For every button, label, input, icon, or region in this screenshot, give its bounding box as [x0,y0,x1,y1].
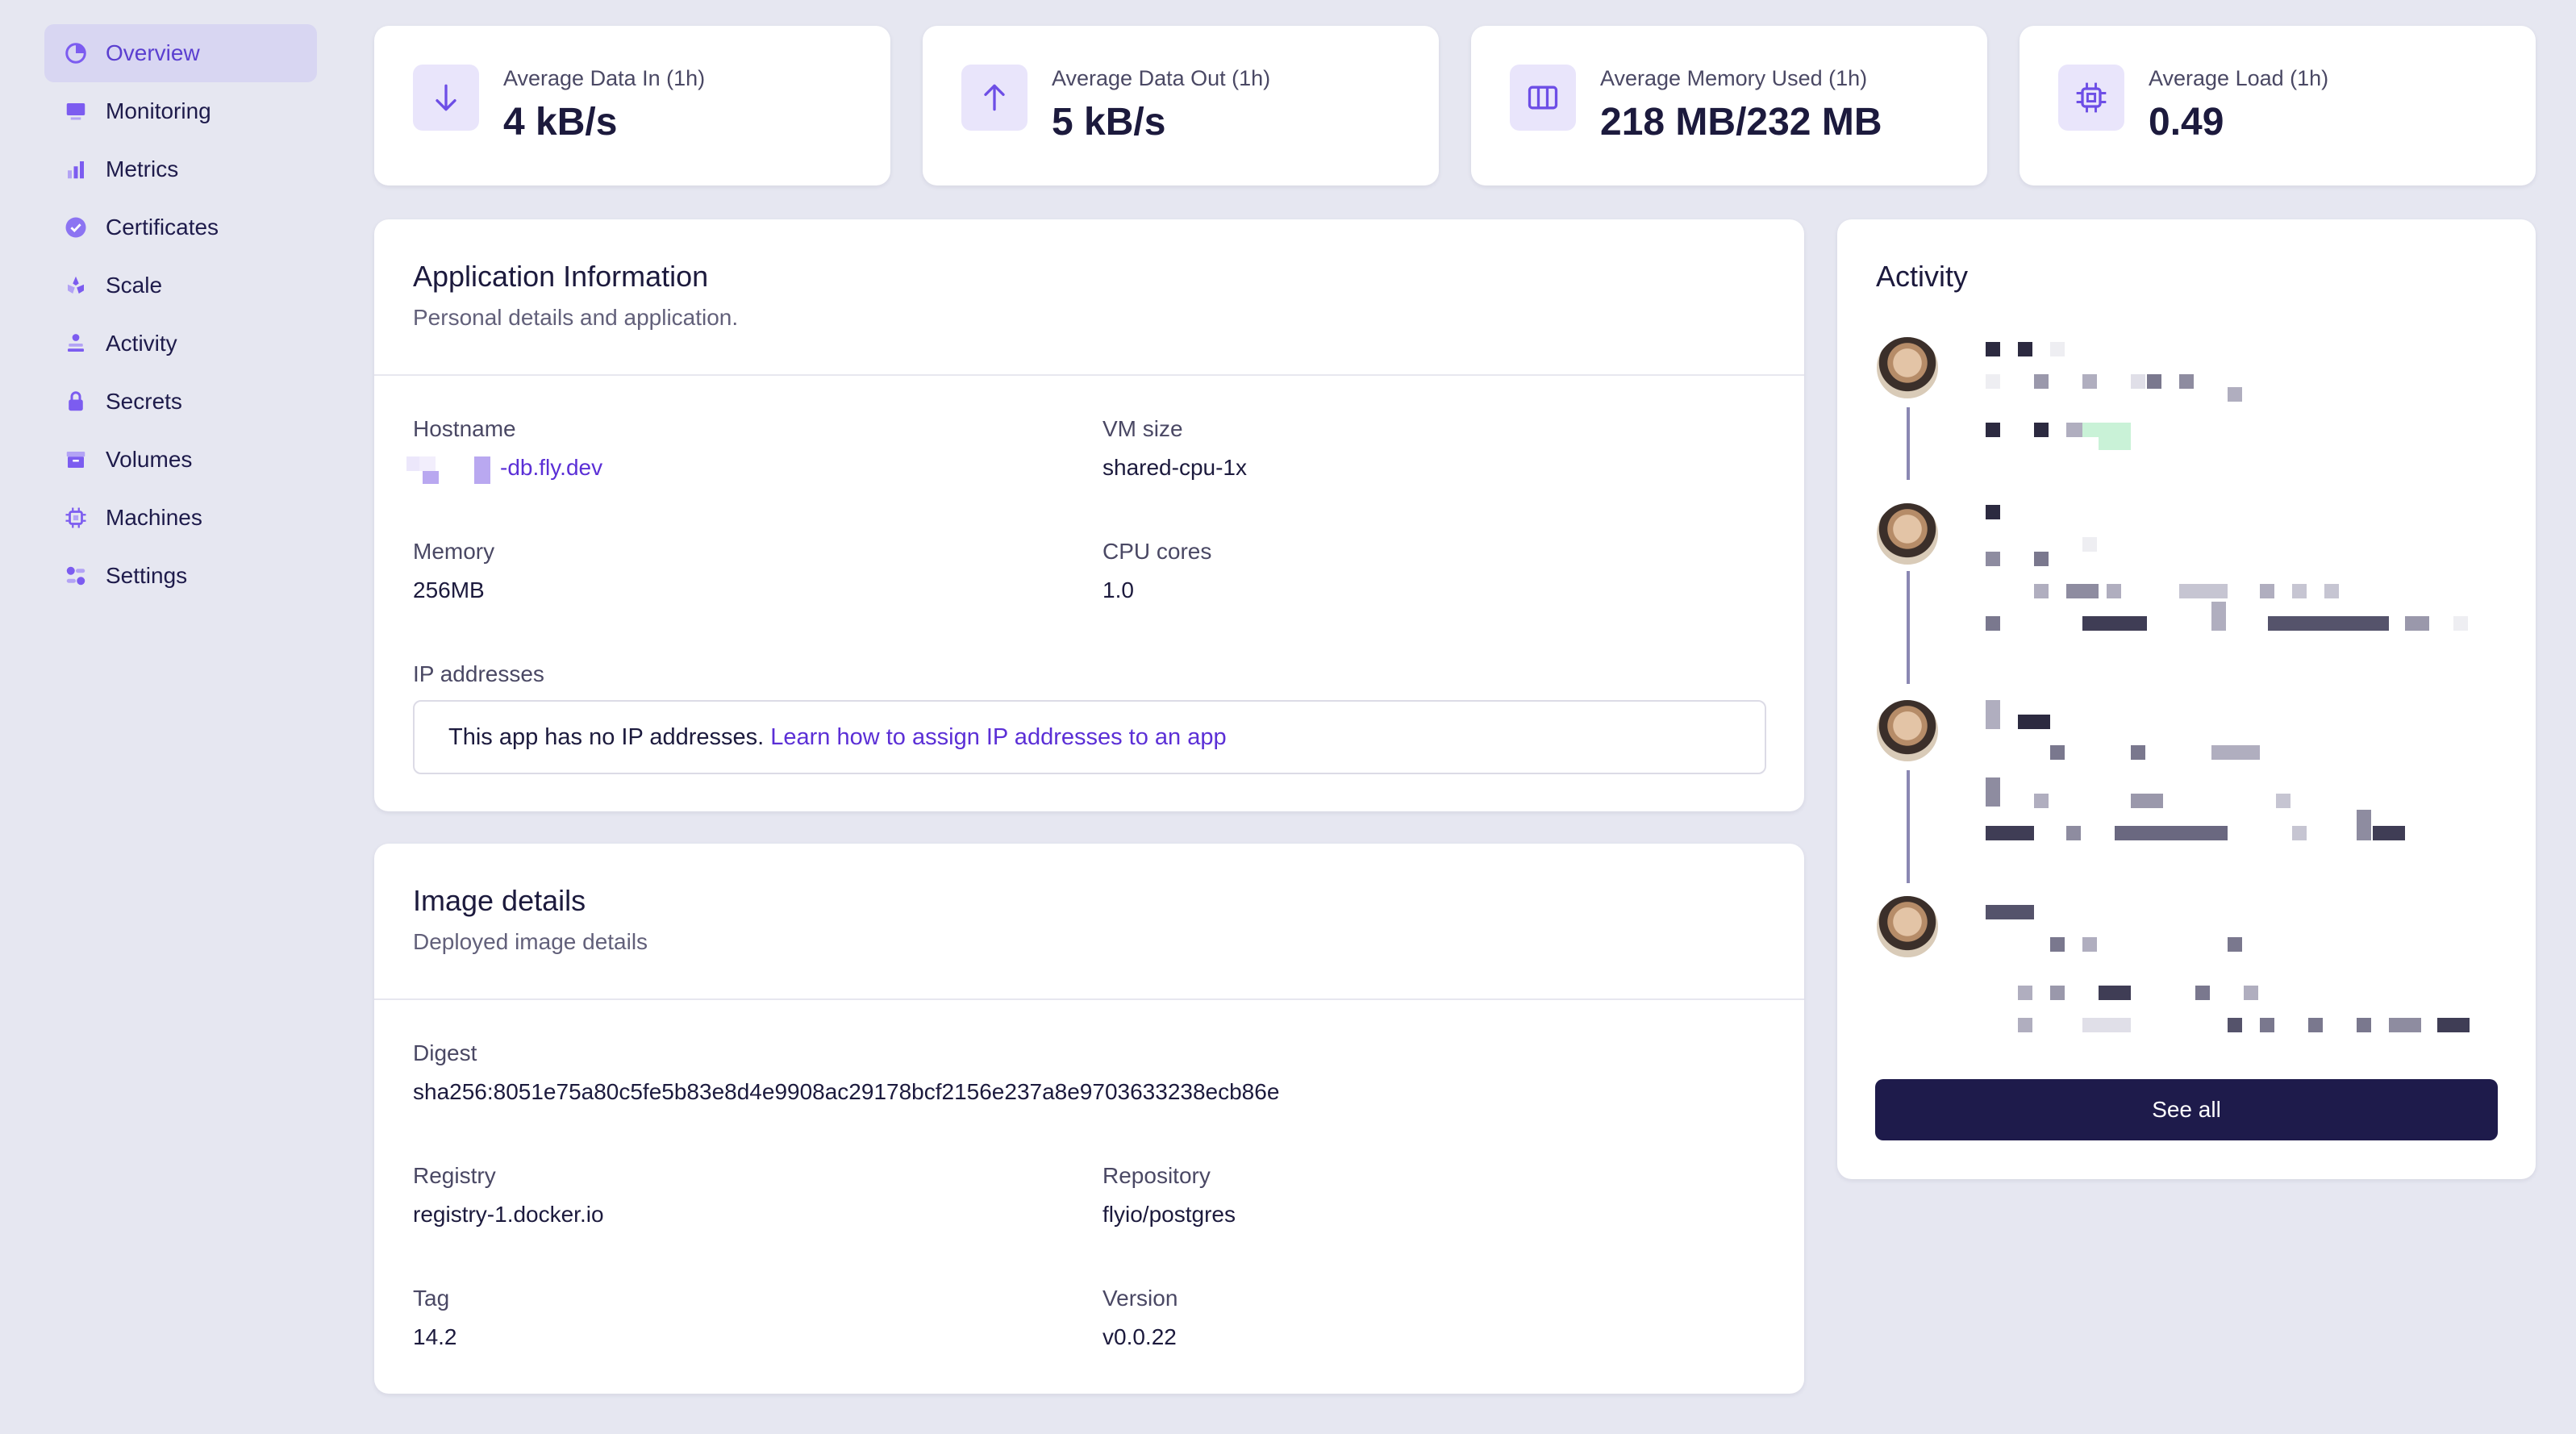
sidebar-item-settings[interactable]: Settings [44,547,317,605]
vm-size-value: shared-cpu-1x [1103,455,1247,480]
lock-icon [64,390,88,414]
memory-icon [1510,65,1576,131]
stat-label: Average Data In (1h) [503,66,706,90]
sidebar-item-overview[interactable]: Overview [44,24,317,82]
activity-icon [64,331,88,356]
stat-card-data-in: Average Data In (1h) 4 kB/s [374,26,890,186]
sidebar: Overview Monitoring Metrics Certificates… [44,24,317,605]
avatar [1875,336,1940,400]
sidebar-item-machines[interactable]: Machines [44,489,317,547]
panel-title: Application Information [413,260,709,293]
arrow-up-icon [961,65,1027,131]
stat-label: Average Memory Used (1h) [1600,66,1868,90]
stat-label: Average Data Out (1h) [1052,66,1271,90]
avatar [1875,502,1940,566]
digest-value: sha256:8051e75a80c5fe5b83e8d4e9908ac2917… [413,1079,1280,1104]
sidebar-item-label: Settings [106,563,188,588]
sidebar-item-label: Scale [106,273,163,298]
version-label: Version [1103,1286,1178,1311]
stat-label: Average Load (1h) [2149,66,2329,90]
stat-value: 0.49 [2149,101,2224,144]
repository-value: flyio/postgres [1103,1202,1236,1227]
memory-label: Memory [413,539,495,564]
scale-icon [64,273,88,298]
sidebar-item-monitoring[interactable]: Monitoring [44,82,317,140]
timeline-connector [1907,407,1910,480]
sidebar-item-label: Metrics [106,156,179,181]
sidebar-item-scale[interactable]: Scale [44,256,317,315]
sidebar-item-activity[interactable]: Activity [44,315,317,373]
avatar [1875,698,1940,763]
ip-empty-text: This app has no IP addresses. [448,723,765,750]
app-info-panel: Application Information Personal details… [374,219,1804,811]
ip-addresses-box: This app has no IP addresses. Learn how … [413,700,1766,774]
chart-pie-icon [64,41,88,65]
sidebar-item-label: Activity [106,331,177,356]
arrow-down-icon [413,65,479,131]
hostname-label: Hostname [413,416,516,441]
sidebar-item-label: Machines [106,505,202,530]
activity-item-redacted [1986,905,2502,1042]
badge-check-icon [64,215,88,240]
registry-label: Registry [413,1163,496,1188]
sidebar-item-label: Volumes [106,447,193,472]
assign-ip-link[interactable]: Learn how to assign IP addresses to an a… [770,723,1227,750]
sidebar-item-label: Monitoring [106,98,211,123]
sidebar-item-label: Overview [106,40,200,65]
monitor-icon [64,99,88,123]
cpu-cores-value: 1.0 [1103,577,1134,602]
panel-title: Image details [413,884,586,917]
stat-card-load: Average Load (1h) 0.49 [2020,26,2536,186]
timeline-connector [1907,770,1910,883]
divider [374,374,1804,376]
avatar [1875,894,1940,959]
sidebar-item-metrics[interactable]: Metrics [44,140,317,198]
sidebar-item-certificates[interactable]: Certificates [44,198,317,256]
timeline-connector [1907,571,1910,684]
redacted-hostname-prefix [406,456,495,486]
chip-icon [64,506,88,530]
version-value: v0.0.22 [1103,1324,1177,1349]
image-details-panel: Image details Deployed image details Dig… [374,844,1804,1394]
vm-size-label: VM size [1103,416,1183,441]
sidebar-item-secrets[interactable]: Secrets [44,373,317,431]
cpu-icon [2058,65,2124,131]
digest-label: Digest [413,1040,477,1065]
panel-subtitle: Personal details and application. [413,305,739,330]
activity-item-redacted [1986,700,2502,845]
see-all-button[interactable]: See all [1875,1079,2498,1140]
bar-chart-icon [64,157,88,181]
hostname-link[interactable]: -db.fly.dev [500,455,603,480]
activity-item-redacted [1986,342,2502,455]
memory-value: 256MB [413,577,485,602]
registry-value: registry-1.docker.io [413,1202,604,1227]
toggle-icon [64,564,88,588]
stat-value: 5 kB/s [1052,101,1166,144]
sidebar-item-volumes[interactable]: Volumes [44,431,317,489]
panel-subtitle: Deployed image details [413,929,648,954]
archive-icon [64,448,88,472]
tag-value: 14.2 [413,1324,457,1349]
repository-label: Repository [1103,1163,1211,1188]
tag-label: Tag [413,1286,450,1311]
stat-value: 218 MB/232 MB [1600,101,1882,144]
stat-value: 4 kB/s [503,101,618,144]
cpu-cores-label: CPU cores [1103,539,1212,564]
activity-item-redacted [1986,505,2502,642]
sidebar-item-label: Secrets [106,389,182,414]
stat-card-memory: Average Memory Used (1h) 218 MB/232 MB [1471,26,1987,186]
stat-card-data-out: Average Data Out (1h) 5 kB/s [923,26,1439,186]
divider [374,998,1804,1000]
ip-addresses-label: IP addresses [413,661,544,686]
sidebar-item-label: Certificates [106,215,219,240]
panel-title: Activity [1876,260,1969,293]
